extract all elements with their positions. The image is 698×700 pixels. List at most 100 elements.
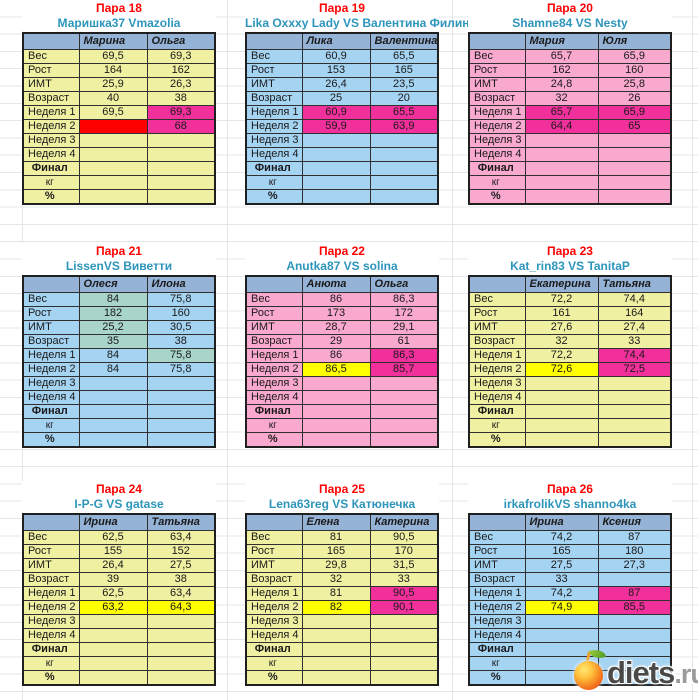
data-cell[interactable]: 25 (301, 91, 371, 106)
data-cell[interactable]: 27,5 (146, 558, 216, 573)
data-cell[interactable] (78, 418, 148, 433)
row-label[interactable]: кг (245, 418, 303, 433)
data-cell[interactable]: 40 (78, 91, 148, 106)
data-cell[interactable] (597, 418, 672, 433)
row-label[interactable]: Вес (245, 49, 303, 64)
data-cell[interactable]: 72,2 (524, 348, 599, 363)
row-label[interactable]: Неделя 4 (468, 390, 526, 405)
data-cell[interactable]: 39 (78, 572, 148, 587)
row-label[interactable]: Возраст (468, 334, 526, 349)
data-cell[interactable] (301, 147, 371, 162)
player-name-header[interactable]: Олеся (78, 275, 148, 293)
data-cell[interactable]: 26,4 (301, 77, 371, 92)
data-cell[interactable] (369, 404, 439, 419)
data-cell[interactable]: 28,7 (301, 320, 371, 335)
row-label[interactable]: % (245, 670, 303, 686)
data-cell[interactable] (78, 119, 148, 134)
data-cell[interactable] (597, 147, 672, 162)
player-name-header[interactable]: Ольга (146, 32, 216, 50)
data-cell[interactable]: 65,5 (369, 49, 439, 64)
data-cell[interactable] (524, 390, 599, 405)
data-cell[interactable]: 23,5 (369, 77, 439, 92)
data-cell[interactable]: 33 (369, 572, 439, 587)
row-label[interactable]: Финал (22, 161, 80, 176)
data-cell[interactable]: 20 (369, 91, 439, 106)
row-label[interactable]: Рост (245, 306, 303, 321)
player-name-header[interactable]: Екатерина (524, 275, 599, 293)
data-cell[interactable]: 25,2 (78, 320, 148, 335)
row-label[interactable]: Рост (468, 63, 526, 78)
data-cell[interactable]: 172 (369, 306, 439, 321)
row-label[interactable]: Неделя 3 (22, 376, 80, 391)
data-cell[interactable]: 84 (78, 348, 148, 363)
player-name-header[interactable]: Илона (146, 275, 216, 293)
data-cell[interactable]: 38 (146, 334, 216, 349)
row-label[interactable]: ИМТ (468, 558, 526, 573)
data-cell[interactable]: 170 (369, 544, 439, 559)
data-cell[interactable] (301, 390, 371, 405)
data-cell[interactable] (524, 432, 599, 448)
corner-cell[interactable] (245, 32, 303, 50)
row-label[interactable]: Вес (245, 530, 303, 545)
row-label[interactable]: % (245, 432, 303, 448)
data-cell[interactable]: 74,4 (597, 348, 672, 363)
row-label[interactable]: Финал (245, 404, 303, 419)
data-cell[interactable]: 161 (524, 306, 599, 321)
data-cell[interactable]: 65 (597, 119, 672, 134)
row-label[interactable]: Рост (22, 63, 80, 78)
data-cell[interactable] (597, 189, 672, 205)
row-label[interactable]: % (468, 432, 526, 448)
data-cell[interactable]: 65,9 (597, 49, 672, 64)
player-name-header[interactable]: Анюта (301, 275, 371, 293)
row-label[interactable]: кг (245, 175, 303, 190)
data-cell[interactable]: 27,6 (524, 320, 599, 335)
row-label[interactable]: Неделя 3 (468, 376, 526, 391)
data-cell[interactable] (597, 161, 672, 176)
data-cell[interactable]: 32 (524, 334, 599, 349)
data-cell[interactable] (369, 614, 439, 629)
data-cell[interactable]: 162 (524, 63, 599, 78)
row-label[interactable]: Возраст (468, 91, 526, 106)
data-cell[interactable] (369, 189, 439, 205)
row-label[interactable]: кг (22, 175, 80, 190)
row-label[interactable]: Финал (468, 404, 526, 419)
corner-cell[interactable] (22, 275, 80, 293)
row-label[interactable]: Рост (245, 63, 303, 78)
data-cell[interactable]: 65,7 (524, 105, 599, 120)
data-cell[interactable]: 74,2 (524, 530, 599, 545)
data-cell[interactable]: 72,2 (524, 292, 599, 307)
row-label[interactable]: Неделя 1 (245, 105, 303, 120)
row-label[interactable]: Неделя 1 (468, 348, 526, 363)
row-label[interactable]: Неделя 4 (245, 390, 303, 405)
data-cell[interactable]: 86,3 (369, 348, 439, 363)
data-cell[interactable]: 63,2 (78, 600, 148, 615)
player-name-header[interactable]: Юля (597, 32, 672, 50)
row-label[interactable]: ИМТ (22, 558, 80, 573)
row-label[interactable]: Неделя 4 (468, 628, 526, 643)
row-label[interactable]: Неделя 3 (468, 614, 526, 629)
row-label[interactable]: Неделя 1 (22, 586, 80, 601)
row-label[interactable]: Финал (245, 161, 303, 176)
data-cell[interactable] (369, 432, 439, 448)
row-label[interactable]: Рост (468, 306, 526, 321)
data-cell[interactable]: 164 (78, 63, 148, 78)
data-cell[interactable] (146, 161, 216, 176)
row-label[interactable]: Рост (468, 544, 526, 559)
data-cell[interactable]: 72,5 (597, 362, 672, 377)
data-cell[interactable]: 33 (597, 334, 672, 349)
data-cell[interactable] (369, 147, 439, 162)
row-label[interactable]: Неделя 2 (22, 362, 80, 377)
data-cell[interactable]: 90,1 (369, 600, 439, 615)
data-cell[interactable] (146, 133, 216, 148)
data-cell[interactable] (301, 628, 371, 643)
data-cell[interactable]: 165 (369, 63, 439, 78)
data-cell[interactable] (369, 161, 439, 176)
data-cell[interactable] (369, 390, 439, 405)
data-cell[interactable] (146, 642, 216, 657)
data-cell[interactable]: 63,9 (369, 119, 439, 134)
row-label[interactable]: Вес (22, 530, 80, 545)
row-label[interactable]: Финал (22, 404, 80, 419)
row-label[interactable]: ИМТ (468, 320, 526, 335)
data-cell[interactable]: 160 (597, 63, 672, 78)
row-label[interactable]: кг (22, 656, 80, 671)
